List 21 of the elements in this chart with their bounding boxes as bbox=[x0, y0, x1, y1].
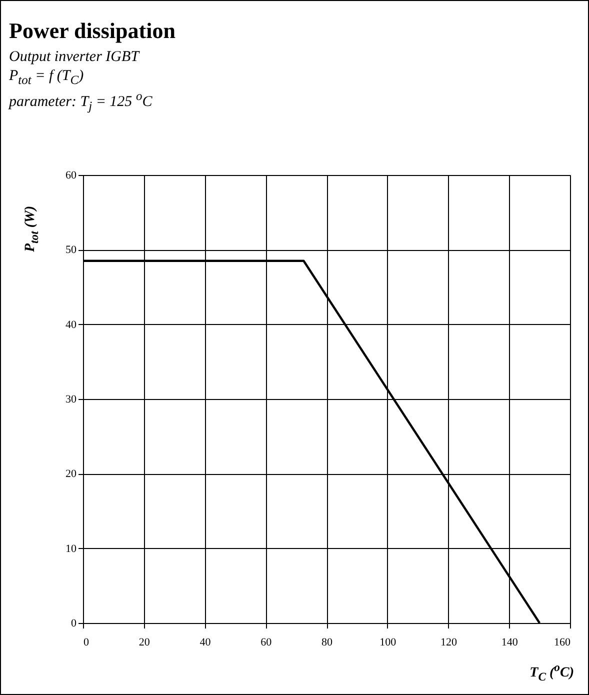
y-tick-label: 40 bbox=[66, 318, 77, 331]
x-tick-label: 80 bbox=[322, 636, 333, 648]
x-tick-label: 40 bbox=[200, 636, 212, 648]
y-tick-label: 30 bbox=[66, 394, 77, 406]
x-tick-label: 20 bbox=[138, 636, 150, 648]
text: parameter: T$_{j}$ = 125 $^{o}$C bbox=[9, 88, 154, 115]
y-tick-label: 10 bbox=[66, 542, 77, 555]
x-tick-label: 0 bbox=[84, 636, 90, 648]
chart-subtitle: Output inverter IGBT bbox=[9, 48, 141, 67]
y-tick-label: 0 bbox=[71, 618, 77, 630]
x-tick-label: 140 bbox=[501, 636, 518, 648]
text: P$_{tot}$ = f (T$_{C}$) bbox=[9, 67, 85, 88]
x-tick-label: 60 bbox=[260, 636, 272, 648]
y-tick-label: 50 bbox=[66, 244, 77, 256]
x-axis-title: T$_{C}$ ($^{o}$C) bbox=[530, 661, 574, 684]
x-tick-label: 160 bbox=[554, 636, 571, 648]
y-tick-label: 20 bbox=[66, 468, 77, 480]
y-tick-label: 60 bbox=[66, 170, 77, 182]
x-tick-label: 100 bbox=[380, 636, 397, 648]
x-tick-label: 120 bbox=[440, 636, 458, 648]
chart-title: Power dissipation bbox=[9, 17, 176, 45]
